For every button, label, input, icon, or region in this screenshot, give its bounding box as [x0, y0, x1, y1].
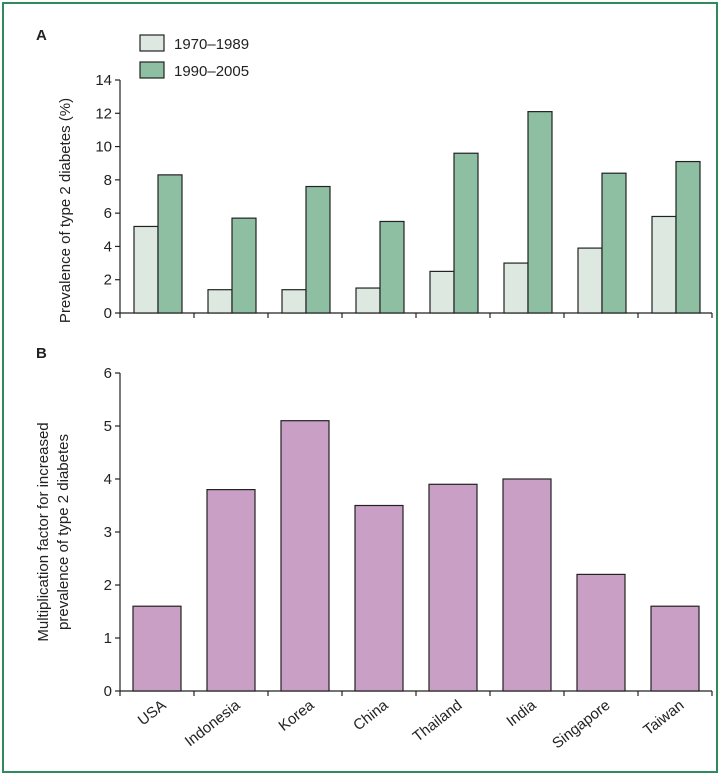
bar-a-thailand-1990-2005: [453, 152, 479, 314]
panel-a-chart: Prevalence of type 2 diabetes (%) 0 2 4 6 8 10…: [57, 34, 713, 323]
category-label-india: India: [503, 696, 540, 730]
category-label-indonesia: Indonesia: [182, 696, 244, 750]
panel-b-y-tick-label: 4: [104, 471, 112, 488]
panel-a-y-axis-title: Prevalence of type 2 diabetes (%): [57, 98, 74, 323]
panel-a-letter: A: [36, 27, 47, 44]
panel-a-y-tick-label: 6: [104, 205, 112, 222]
panel-a-y-tick-label: 8: [104, 172, 112, 189]
category-label-singapore: Singapore: [549, 697, 613, 753]
panel-a-y-tick-label: 10: [95, 139, 112, 156]
bar-a-korea-1990-2005: [305, 185, 331, 314]
panel-b-y-tick-label: 0: [104, 683, 112, 700]
category-label-thailand: Thailand: [410, 697, 466, 746]
category-label-korea: Korea: [275, 696, 318, 734]
category-label-china: China: [350, 696, 392, 734]
bar-a-singapore-1990-2005: [601, 172, 627, 314]
legend-swatch-1: [139, 61, 165, 79]
bar-a-singapore-1970-1989: [577, 247, 603, 314]
bar-a-india-1990-2005: [527, 111, 553, 314]
legend-label-0: 1970–1989: [174, 36, 249, 53]
bar-a-indonesia-1990-2005: [231, 217, 257, 314]
bar-a-taiwan-1990-2005: [675, 160, 701, 314]
bar-b-taiwan: [650, 605, 700, 692]
bar-b-usa: [132, 605, 182, 692]
panel-a-y-tick-label: 12: [95, 105, 112, 122]
bar-a-india-1970-1989: [503, 262, 529, 314]
bar-a-korea-1970-1989: [281, 289, 307, 314]
bar-a-thailand-1970-1989: [429, 270, 455, 314]
category-labels: USA Indonesia Korea China Thailand India Singa…: [135, 696, 688, 752]
category-label-taiwan: Taiwan: [640, 697, 687, 739]
panel-b-y-axis-title-line-1: prevalence of type 2 diabetes: [55, 434, 72, 630]
bar-a-usa-1990-2005: [157, 174, 183, 314]
panel-b-chart: Multiplication factor for increased preva…: [35, 365, 713, 700]
bar-a-taiwan-1970-1989: [651, 215, 677, 314]
panel-b-y-axis-title-line-0: Multiplication factor for increased: [35, 422, 52, 641]
panel-b-y-tick-label: 5: [104, 418, 112, 435]
bar-b-singapore: [576, 573, 626, 692]
panel-b-y-tick-label: 6: [104, 365, 112, 382]
panel-b-y-tick-label: 1: [104, 630, 112, 647]
bar-a-usa-1970-1989: [133, 225, 159, 314]
bar-a-indonesia-1970-1989: [207, 289, 233, 314]
panel-a-y-tick-label: 14: [95, 72, 112, 89]
panel-b-y-tick-label: 3: [104, 524, 112, 541]
bar-b-indonesia: [206, 489, 256, 692]
panel-b-letter: B: [36, 345, 47, 362]
panel-a-y-tick-label: 0: [104, 305, 112, 322]
legend-swatch-0: [139, 34, 165, 52]
panel-a-y-tick-label: 2: [104, 272, 112, 289]
bar-b-thailand: [428, 483, 478, 692]
panel-a-y-tick-label: 4: [104, 238, 112, 255]
bar-b-china: [354, 504, 404, 692]
bar-a-china-1990-2005: [379, 220, 405, 314]
bar-a-china-1970-1989: [355, 287, 381, 314]
bar-b-india: [502, 478, 552, 692]
panel-b-y-tick-label: 2: [104, 577, 112, 594]
category-label-usa: USA: [135, 697, 170, 729]
legend-label-1: 1990–2005: [174, 63, 249, 80]
bar-b-korea: [280, 420, 330, 692]
